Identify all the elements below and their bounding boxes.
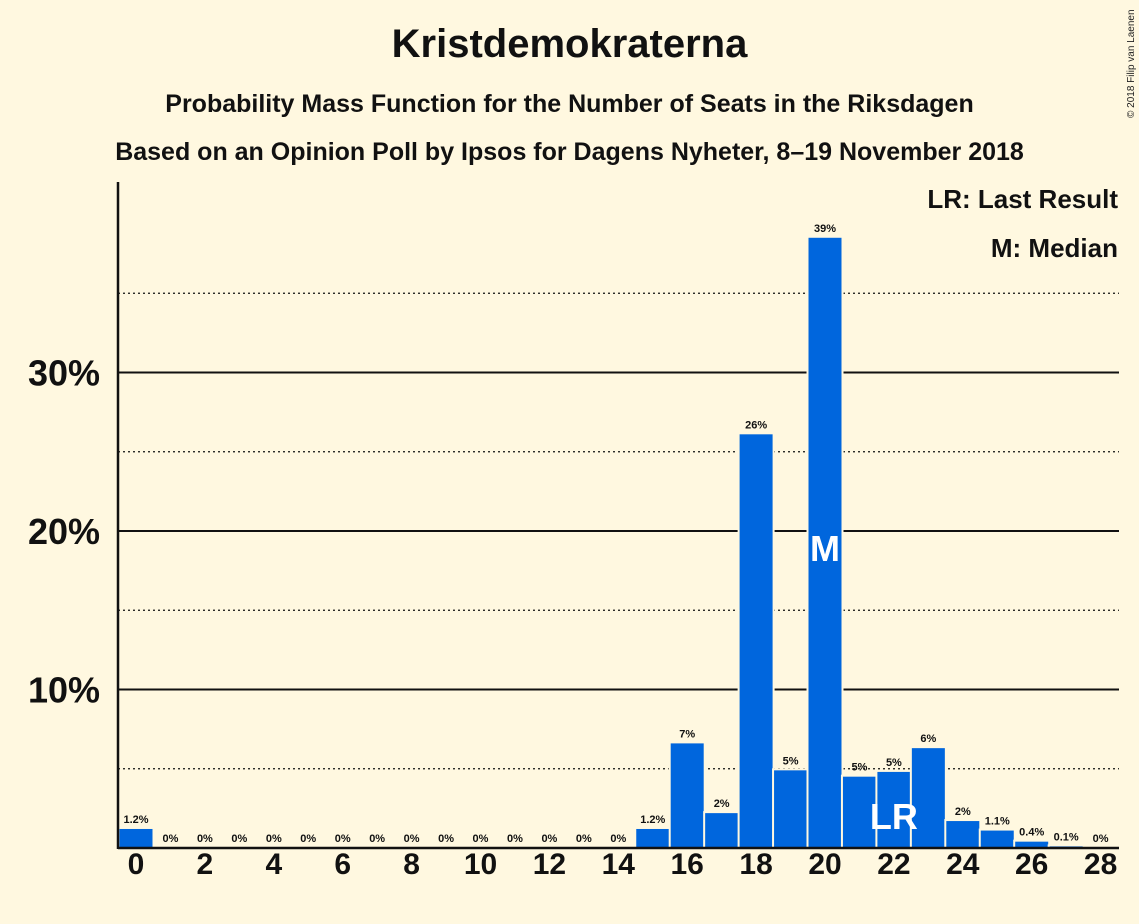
y-tick-label: 30% <box>28 353 100 394</box>
y-tick-label: 20% <box>28 511 100 552</box>
x-tick-label: 8 <box>403 848 420 881</box>
data-label: 26% <box>745 419 767 431</box>
chart-source-note: Based on an Opinion Poll by Ipsos for Da… <box>115 138 1024 166</box>
x-tick-label: 0 <box>128 848 145 881</box>
data-label: 1.1% <box>985 816 1010 828</box>
data-label: 39% <box>814 223 836 235</box>
data-label: 1.2% <box>123 814 148 826</box>
data-label: 0% <box>507 833 523 845</box>
bar <box>946 821 980 848</box>
median-marker: M <box>810 528 840 569</box>
data-label: 0.4% <box>1019 827 1044 839</box>
x-tick-label: 24 <box>946 848 980 881</box>
bar <box>670 743 704 848</box>
chart-subtitle: Probability Mass Function for the Number… <box>165 90 974 118</box>
data-label: 0.1% <box>1054 831 1079 843</box>
bar <box>911 748 945 848</box>
bar <box>877 771 911 848</box>
x-tick-label: 14 <box>602 848 636 881</box>
bar-halo <box>1047 844 1085 848</box>
x-tick-label: 22 <box>877 848 910 881</box>
x-tick-label: 2 <box>197 848 214 881</box>
data-label: 0% <box>335 833 351 845</box>
bar <box>636 828 670 848</box>
x-tick-label: 28 <box>1084 848 1117 881</box>
x-tick-label: 26 <box>1015 848 1048 881</box>
bar <box>842 776 876 848</box>
legend-median: M: Median <box>990 233 1118 263</box>
x-tick-label: 16 <box>671 848 704 881</box>
x-tick-label: 6 <box>334 848 351 881</box>
data-label: 0% <box>369 833 385 845</box>
data-label: 6% <box>920 733 936 745</box>
data-label: 0% <box>610 833 626 845</box>
bar <box>705 813 739 848</box>
last-result-marker: LR <box>870 796 918 837</box>
data-label: 2% <box>714 798 730 810</box>
data-label: 0% <box>266 833 282 845</box>
legend-last-result: LR: Last Result <box>927 184 1118 214</box>
bar <box>808 237 842 848</box>
data-label: 0% <box>162 833 178 845</box>
x-tick-label: 20 <box>808 848 841 881</box>
data-label: 0% <box>541 833 557 845</box>
data-label: 0% <box>404 833 420 845</box>
x-tick-label: 18 <box>739 848 772 881</box>
data-label: 0% <box>231 833 247 845</box>
bar <box>119 828 153 848</box>
data-label: 0% <box>473 833 489 845</box>
chart-title: Kristdemokraterna <box>391 22 748 66</box>
data-label: 5% <box>851 762 867 774</box>
bar <box>774 770 808 848</box>
x-tick-label: 10 <box>464 848 497 881</box>
data-label: 1.2% <box>640 814 665 826</box>
x-tick-label: 12 <box>533 848 566 881</box>
data-label: 5% <box>783 755 799 767</box>
data-label: 0% <box>438 833 454 845</box>
data-label: 0% <box>197 833 213 845</box>
y-tick-label: 10% <box>28 670 100 711</box>
data-label: 0% <box>576 833 592 845</box>
bar <box>980 830 1014 848</box>
bar <box>1015 841 1049 848</box>
data-label: 0% <box>1093 833 1109 845</box>
x-tick-label: 4 <box>265 848 282 881</box>
bar <box>739 434 773 848</box>
data-label: 5% <box>886 757 902 769</box>
data-label: 7% <box>679 728 695 740</box>
data-label: 0% <box>300 833 316 845</box>
data-label: 2% <box>955 806 971 818</box>
